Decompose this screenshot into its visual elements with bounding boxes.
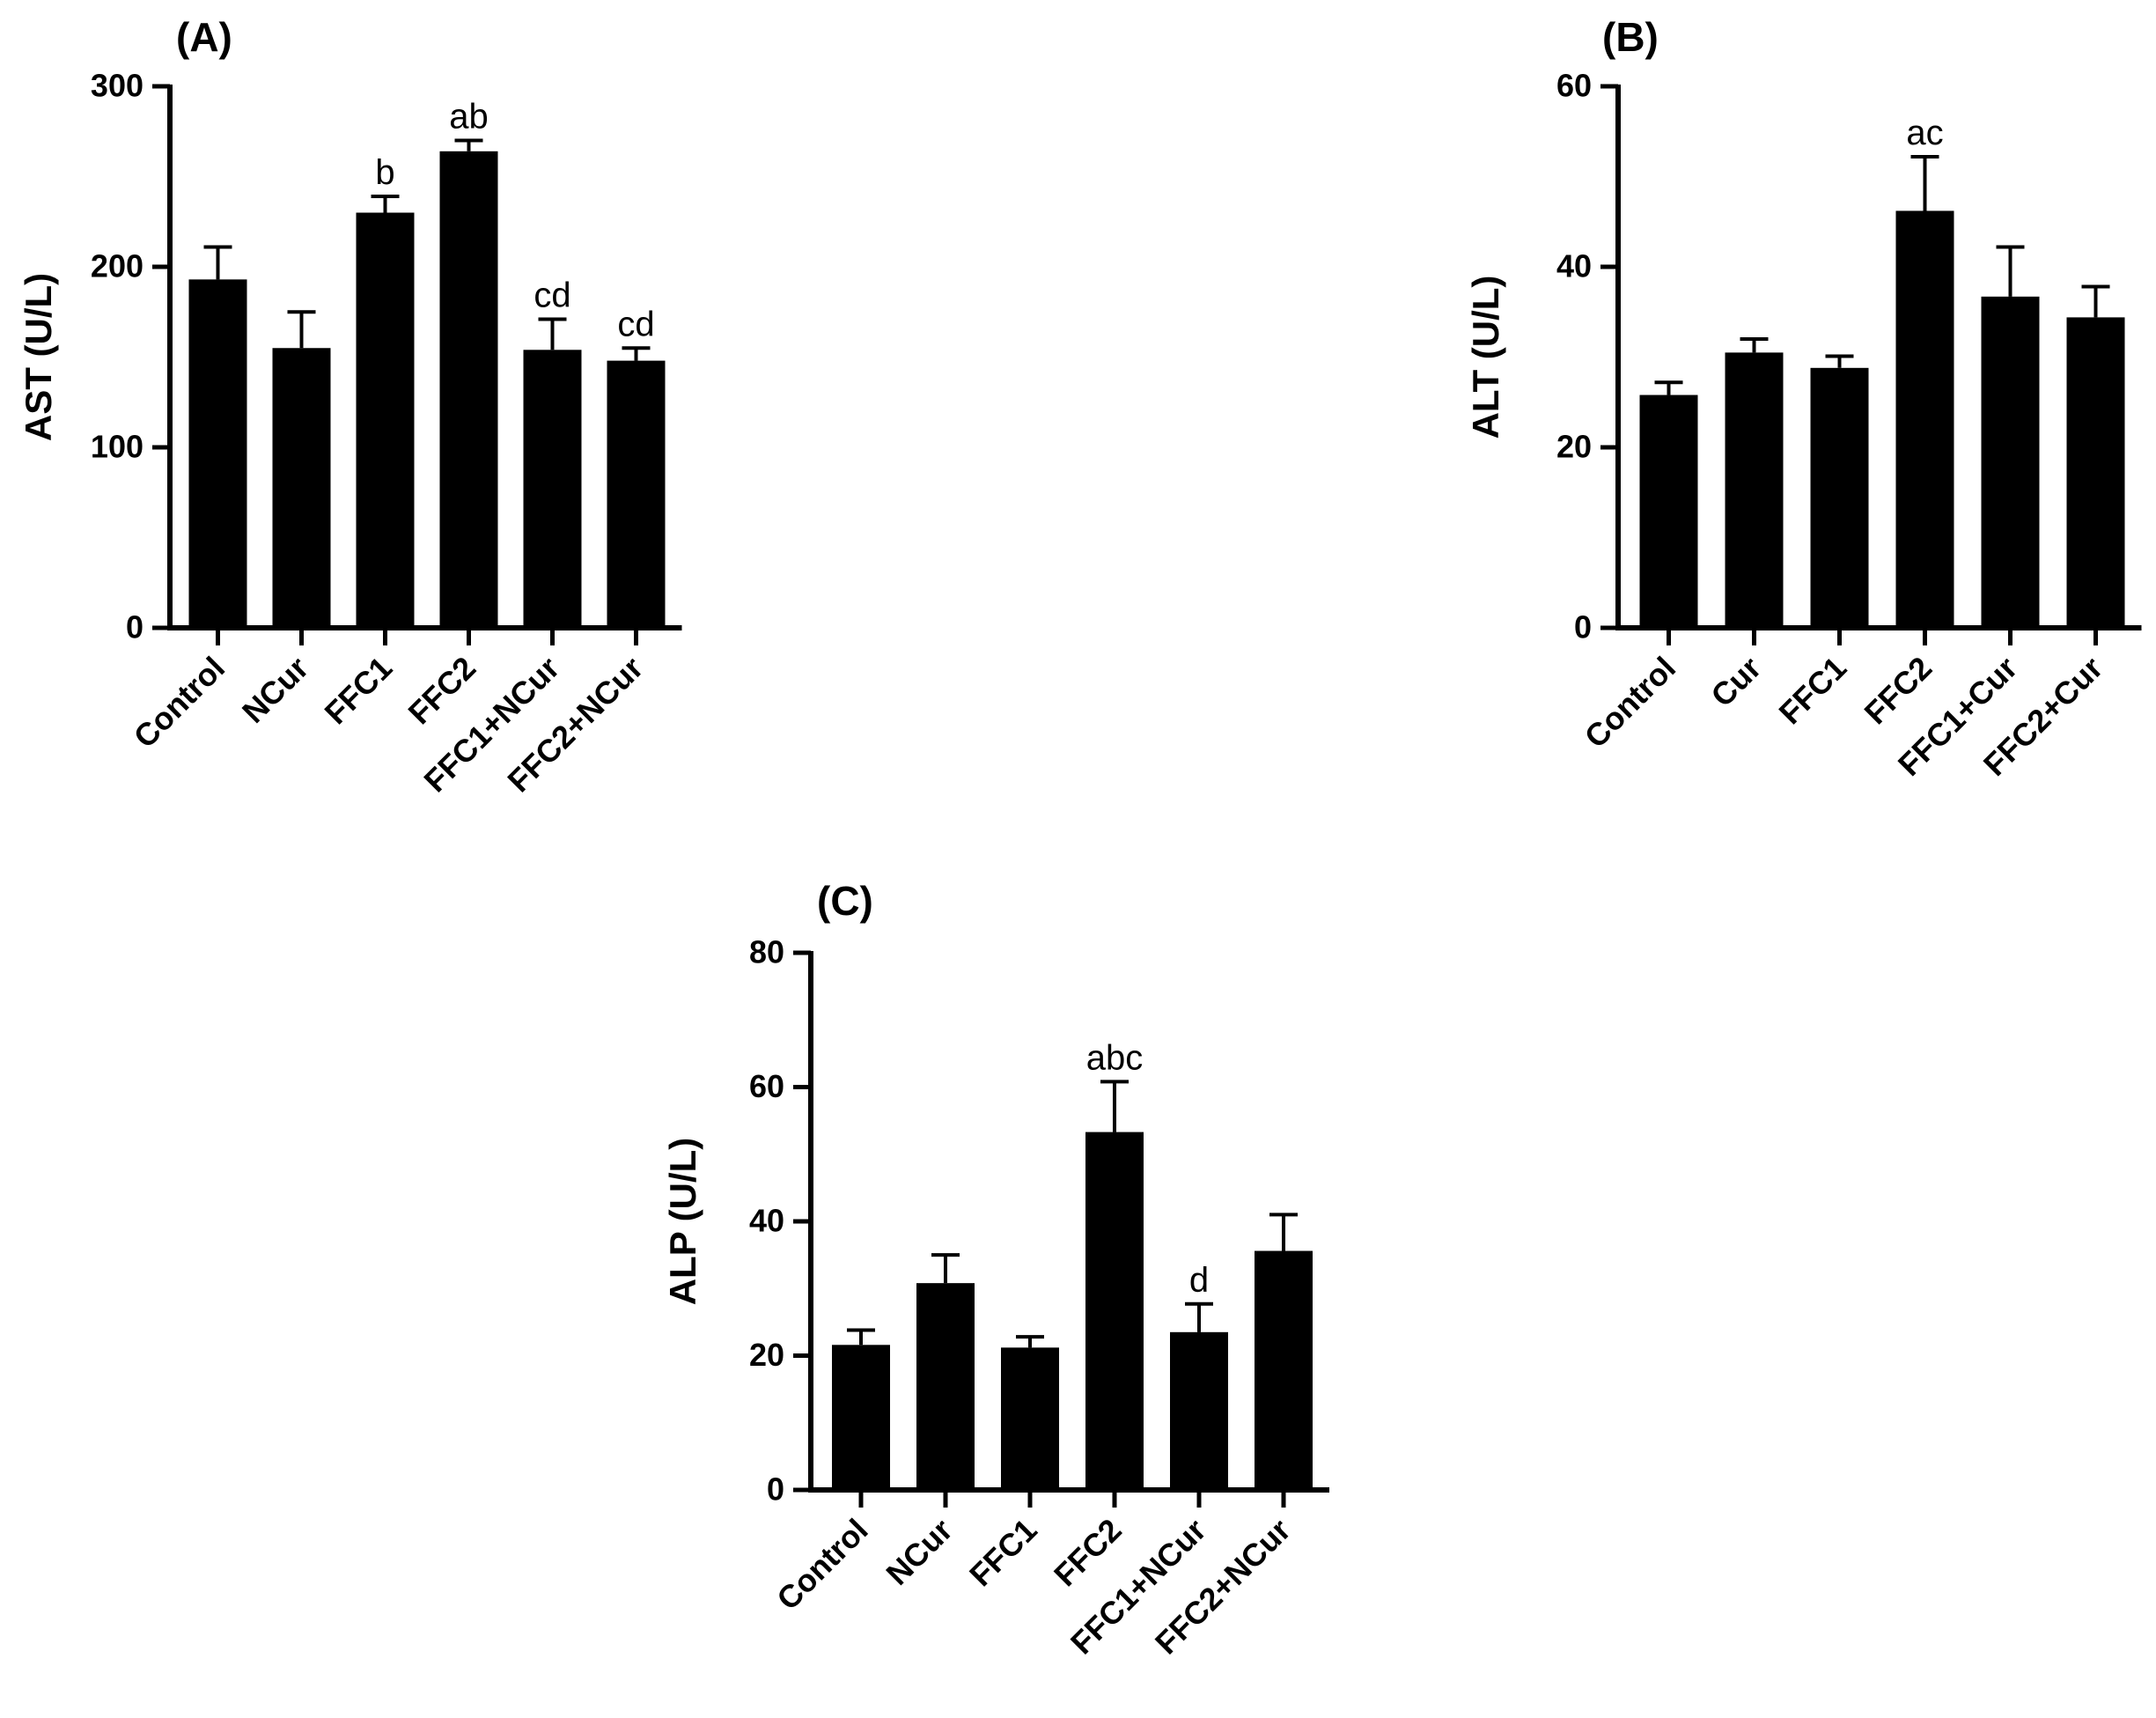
error-bar bbox=[1269, 1213, 1298, 1251]
error-bar bbox=[1185, 1301, 1213, 1332]
significance-label: ab bbox=[449, 98, 489, 136]
y-axis-label: ALT (U/L) bbox=[1465, 276, 1506, 439]
error-bar bbox=[1654, 380, 1683, 395]
y-tick-label: 300 bbox=[91, 68, 143, 104]
significance-label: d bbox=[1189, 1261, 1209, 1300]
bar-ncur bbox=[272, 348, 331, 628]
panel-label: (B) bbox=[1602, 14, 1659, 60]
error-bar bbox=[2081, 284, 2110, 318]
error-bar bbox=[1996, 245, 2025, 297]
error-bar bbox=[1016, 1335, 1044, 1348]
y-tick-label: 20 bbox=[749, 1337, 784, 1373]
error-bar bbox=[454, 138, 483, 151]
error-bar bbox=[538, 317, 567, 350]
x-tick-label: FFC1 bbox=[1772, 650, 1854, 732]
panel-label: (C) bbox=[817, 878, 873, 924]
panel-label: (A) bbox=[176, 14, 232, 60]
y-tick-label: 0 bbox=[1574, 609, 1592, 645]
bar-control bbox=[832, 1345, 890, 1490]
error-bar bbox=[1100, 1080, 1129, 1132]
bar-cur bbox=[1725, 352, 1784, 628]
bar-ffc2 bbox=[439, 151, 498, 629]
error-bar bbox=[622, 346, 651, 361]
bar-ffc1-plus-cur bbox=[1981, 296, 2040, 628]
x-tick-label: Control bbox=[1578, 650, 1682, 755]
x-tick-label: NCur bbox=[235, 650, 315, 730]
error-bar bbox=[371, 195, 400, 213]
error-bar bbox=[1825, 354, 1854, 368]
bar-ffc2-plus-ncur bbox=[607, 360, 666, 628]
error-bar bbox=[1740, 337, 1769, 353]
y-tick-label: 20 bbox=[1556, 429, 1592, 465]
x-tick-label: NCur bbox=[879, 1512, 959, 1592]
y-tick-label: 0 bbox=[767, 1471, 784, 1508]
bar-ffc1 bbox=[356, 212, 415, 628]
bar-control bbox=[1639, 394, 1698, 628]
bar-ffc2 bbox=[1895, 210, 1954, 628]
y-axis-label: AST (U/L) bbox=[18, 273, 59, 441]
bar-ffc1 bbox=[1810, 367, 1869, 628]
error-bar bbox=[931, 1253, 960, 1284]
y-tick-label: 40 bbox=[749, 1203, 784, 1239]
x-tick-label: FFC1 bbox=[318, 650, 400, 732]
y-tick-label: 60 bbox=[1556, 68, 1592, 104]
significance-label: cd bbox=[617, 305, 654, 343]
error-bar bbox=[203, 245, 232, 280]
panel-c-alp-chart: (C) ALP (U/L) 0 20 40 60 80 Control NCur FFC1 FFC2… bbox=[662, 878, 1329, 1661]
significance-label: b bbox=[375, 153, 394, 192]
y-tick-label: 100 bbox=[91, 429, 143, 465]
y-tick-label: 0 bbox=[126, 609, 143, 645]
error-bar bbox=[847, 1328, 875, 1346]
x-tick-label: Control bbox=[769, 1512, 874, 1617]
y-axis-label: ALP (U/L) bbox=[662, 1138, 703, 1306]
error-bar bbox=[1910, 154, 1939, 211]
bar-ffc2 bbox=[1085, 1132, 1144, 1490]
y-tick-label: 60 bbox=[749, 1068, 784, 1104]
bar-ffc1-plus-ncur bbox=[1170, 1331, 1228, 1490]
x-tick-label: Control bbox=[127, 650, 232, 755]
y-tick-label: 80 bbox=[749, 934, 784, 970]
bar-ffc1 bbox=[1001, 1347, 1059, 1490]
y-tick-label: 40 bbox=[1556, 248, 1592, 284]
bar-ffc1-plus-ncur bbox=[523, 350, 582, 628]
significance-label: ac bbox=[1906, 114, 1943, 152]
y-tick-label: 200 bbox=[91, 248, 143, 284]
x-tick-label: FFC2 bbox=[1047, 1512, 1129, 1594]
bar-ffc2-plus-cur bbox=[2066, 317, 2125, 628]
x-tick-label: FFC2 bbox=[1858, 650, 1939, 732]
significance-label: abc bbox=[1086, 1038, 1144, 1077]
bar-ncur bbox=[916, 1283, 975, 1490]
bar-control bbox=[188, 279, 247, 628]
significance-label: cd bbox=[533, 276, 570, 314]
bar-ffc2-plus-ncur bbox=[1255, 1250, 1313, 1490]
x-tick-label: Cur bbox=[1703, 650, 1768, 714]
error-bar bbox=[287, 310, 316, 349]
x-tick-label: FFC1 bbox=[962, 1512, 1044, 1594]
